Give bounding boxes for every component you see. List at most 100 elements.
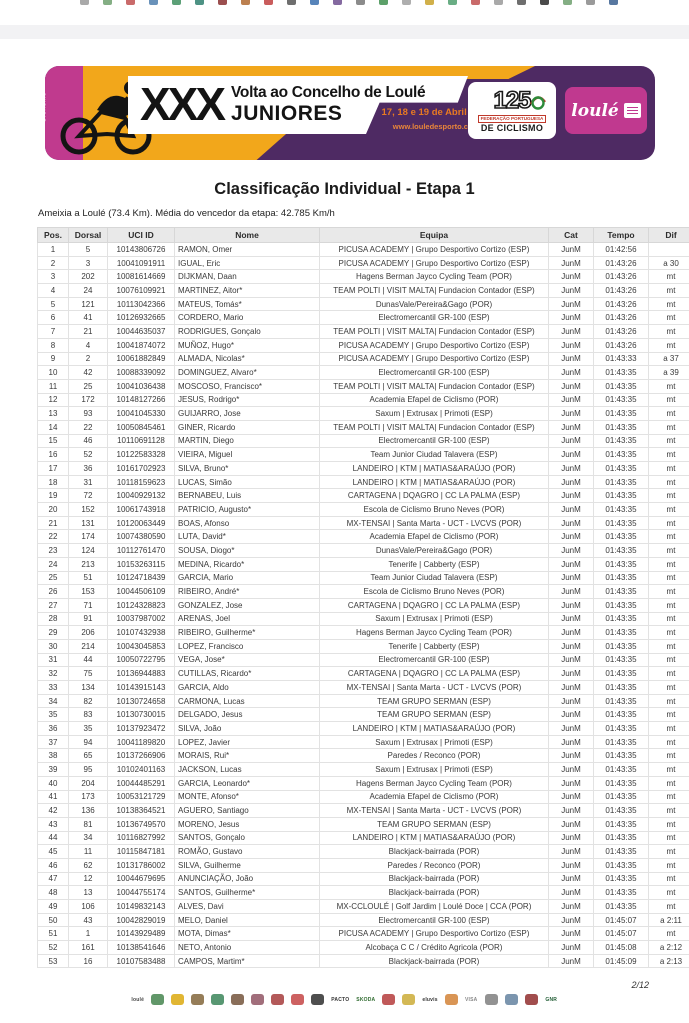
partial-sponsor-logo-icon [310, 0, 319, 5]
cell-dorsal: 5 [69, 243, 108, 257]
sponsor-logo-icon [402, 994, 415, 1005]
cell-uci-id: 10137266906 [108, 749, 175, 763]
table-row: 9210061882849ALMADA, Nicolas*PICUSA ACAD… [38, 352, 689, 366]
cell-dorsal: 46 [69, 434, 108, 448]
column-header-pos: Pos. [38, 228, 69, 243]
cell-equipa: TEAM POLTI | VISIT MALTA| Fundacion Cont… [320, 325, 549, 339]
cell-tempo: 01:43:35 [594, 420, 649, 434]
cell-dif: mt [649, 434, 689, 448]
cell-dorsal: 173 [69, 790, 108, 804]
cell-dif: mt [649, 858, 689, 872]
cell-tempo: 01:43:35 [594, 749, 649, 763]
table-row: 142210050845461GINER, RicardoTEAM POLTI … [38, 420, 689, 434]
cell-uci-id: 10040929132 [108, 489, 175, 503]
cell-pos: 52 [38, 941, 69, 955]
cell-pos: 24 [38, 557, 69, 571]
cell-nome: BOAS, Afonso [175, 516, 320, 530]
column-header-tempo: Tempo [594, 228, 649, 243]
cell-cat: JunM [549, 845, 594, 859]
table-row: 314410050722795VEGA, Jose*Electromercant… [38, 653, 689, 667]
cell-pos: 37 [38, 735, 69, 749]
cell-equipa: MX-TENSAI | Santa Marta - UCT - LVCVS (P… [320, 681, 549, 695]
cell-nome: LOPEZ, Javier [175, 735, 320, 749]
cell-equipa: TEAM POLTI | VISIT MALTA| Fundacion Cont… [320, 379, 549, 393]
cell-nome: ARENAS, Joel [175, 612, 320, 626]
cell-dif: mt [649, 393, 689, 407]
cell-dorsal: 2 [69, 352, 108, 366]
cell-equipa: Electromercantil GR-100 (ESP) [320, 366, 549, 380]
loule-logo-emblem-icon [624, 103, 641, 118]
cell-equipa: PICUSA ACADEMY | Grupo Desportivo Cortiz… [320, 256, 549, 270]
cell-equipa: Saxum | Extrusax | Primoti (ESP) [320, 612, 549, 626]
cell-tempo: 01:43:35 [594, 763, 649, 777]
cell-cat: JunM [549, 366, 594, 380]
cell-equipa: Alcobaça C C / Crédito Agricola (POR) [320, 941, 549, 955]
cell-equipa: Blackjack-bairrada (POR) [320, 954, 549, 968]
table-row: 512110113042366MATEUS, Tomás*DunasVale/P… [38, 297, 689, 311]
cell-uci-id: 10041189820 [108, 735, 175, 749]
cell-uci-id: 10130730015 [108, 708, 175, 722]
cell-pos: 6 [38, 311, 69, 325]
cell-tempo: 01:43:35 [594, 612, 649, 626]
cell-uci-id: 10136749570 [108, 817, 175, 831]
cell-tempo: 01:43:35 [594, 407, 649, 421]
cell-equipa: MX-TENSAI | Santa Marta - UCT - LVCVS (P… [320, 804, 549, 818]
cell-uci-id: 10041036438 [108, 379, 175, 393]
cell-dorsal: 16 [69, 954, 108, 968]
loule-municipality-logo: loulé [565, 87, 647, 134]
cell-equipa: Academia Efapel de Ciclismo (POR) [320, 790, 549, 804]
cell-nome: MOSCOSO, Francisco* [175, 379, 320, 393]
cell-nome: GARCIA, Aldo [175, 681, 320, 695]
federation-cyclist-icon [528, 90, 548, 110]
cell-dorsal: 214 [69, 639, 108, 653]
cell-nome: MATEUS, Tomás* [175, 297, 320, 311]
cell-nome: CORDERO, Mario [175, 311, 320, 325]
cell-tempo: 01:43:35 [594, 544, 649, 558]
table-row: 531610107583488CAMPOS, Martim*Blackjack-… [38, 954, 689, 968]
column-header-nome: Nome [175, 228, 320, 243]
cell-dif: mt [649, 667, 689, 681]
cell-pos: 17 [38, 462, 69, 476]
table-row: 51110143929489MOTA, Dimas*PICUSA ACADEMY… [38, 927, 689, 941]
cell-nome: MORENO, Jesus [175, 817, 320, 831]
cell-dif: mt [649, 722, 689, 736]
cell-pos: 20 [38, 503, 69, 517]
cell-dorsal: 43 [69, 913, 108, 927]
cell-tempo: 01:43:35 [594, 858, 649, 872]
cell-dif: a 2:13 [649, 954, 689, 968]
cell-uci-id: 10107432938 [108, 626, 175, 640]
cell-nome: LOPEZ, Francisco [175, 639, 320, 653]
loule-logo-text: loulé [571, 101, 618, 121]
cell-tempo: 01:43:35 [594, 557, 649, 571]
cell-uci-id: 10043045853 [108, 639, 175, 653]
table-row: 443410116827992SANTOS, GonçaloLANDEIRO |… [38, 831, 689, 845]
cell-equipa: PICUSA ACADEMY | Grupo Desportivo Cortiz… [320, 338, 549, 352]
cell-dorsal: 52 [69, 448, 108, 462]
cell-dorsal: 35 [69, 722, 108, 736]
cell-cat: JunM [549, 462, 594, 476]
cell-uci-id: 10124328823 [108, 598, 175, 612]
cell-pos: 32 [38, 667, 69, 681]
cell-dif: mt [649, 420, 689, 434]
results-table-body: 1510143806726RAMON, OmerPICUSA ACADEMY |… [38, 243, 689, 968]
cell-dif: a 2:11 [649, 913, 689, 927]
cell-dif: mt [649, 639, 689, 653]
sponsor-logo-icon [291, 994, 304, 1005]
cell-cat: JunM [549, 653, 594, 667]
cell-dif: a 2:12 [649, 941, 689, 955]
cell-pos: 29 [38, 626, 69, 640]
cell-pos: 2 [38, 256, 69, 270]
sponsor-logo-icon: SKODA [356, 994, 375, 1005]
cell-tempo: 01:43:26 [594, 311, 649, 325]
cell-dif: mt [649, 270, 689, 284]
cell-uci-id: 10044679695 [108, 872, 175, 886]
cell-cat: JunM [549, 817, 594, 831]
cell-equipa: Blackjack-bairrada (POR) [320, 845, 549, 859]
cell-tempo: 01:43:35 [594, 626, 649, 640]
cell-uci-id: 10116827992 [108, 831, 175, 845]
partial-sponsor-logo-icon [195, 0, 204, 5]
cell-nome: SILVA, João [175, 722, 320, 736]
cell-dorsal: 72 [69, 489, 108, 503]
cell-uci-id: 10126932665 [108, 311, 175, 325]
cell-pos: 30 [38, 639, 69, 653]
